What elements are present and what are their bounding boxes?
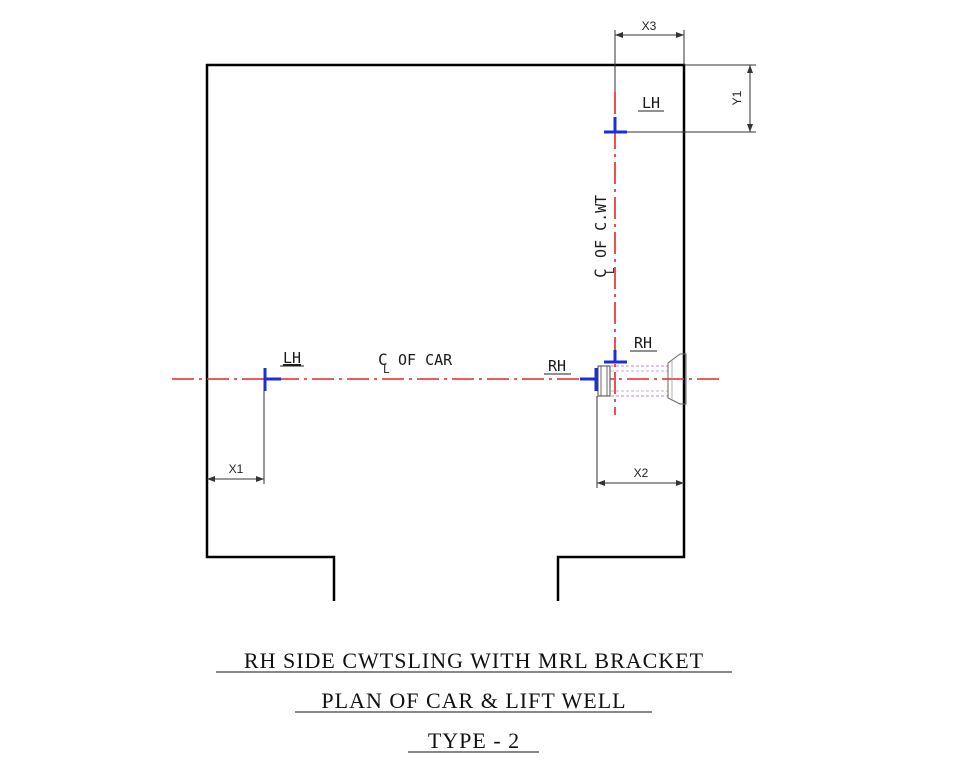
cwt-centerline-symbol: C — [591, 268, 610, 278]
dimension-x1 — [207, 390, 265, 484]
lh-car-rail-marker — [263, 368, 281, 391]
rh-car-label: RH — [548, 357, 566, 375]
dimension-x2-label: X2 — [634, 466, 649, 480]
dimension-y1-label: Y1 — [730, 90, 744, 105]
title-line-1: RH SIDE CWTSLING WITH MRL BRACKET — [244, 648, 704, 673]
cwt-centerline-symbol-sub: L — [604, 267, 617, 274]
rh-car-rail-marker — [580, 368, 598, 391]
dimension-x1-label: X1 — [229, 462, 244, 476]
car-centerline-label: OF CAR — [398, 351, 453, 369]
dimension-x2 — [596, 396, 684, 488]
rh-cwt-rail-marker — [604, 350, 627, 364]
title-line-3: TYPE - 2 — [428, 728, 520, 753]
lh-cwt-label: LH — [642, 94, 660, 112]
dimension-y1 — [627, 64, 756, 133]
lh-car-label: LH — [283, 349, 301, 367]
cwt-centerline-text: C L OF C.WT — [591, 195, 617, 278]
car-centerline-symbol: C — [378, 350, 388, 369]
rh-cwt-label: RH — [634, 334, 652, 352]
title-line-2: PLAN OF CAR & LIFT WELL — [321, 688, 626, 713]
dimension-x3 — [614, 30, 685, 92]
lift-well-outline — [205, 63, 686, 601]
lh-cwt-rail-marker — [604, 117, 627, 134]
car-centerline-symbol-sub: L — [383, 363, 390, 376]
dimension-x3-label: X3 — [642, 19, 657, 33]
cwt-centerline-label: OF C.WT — [592, 195, 610, 258]
mrl-bracket — [597, 353, 687, 405]
